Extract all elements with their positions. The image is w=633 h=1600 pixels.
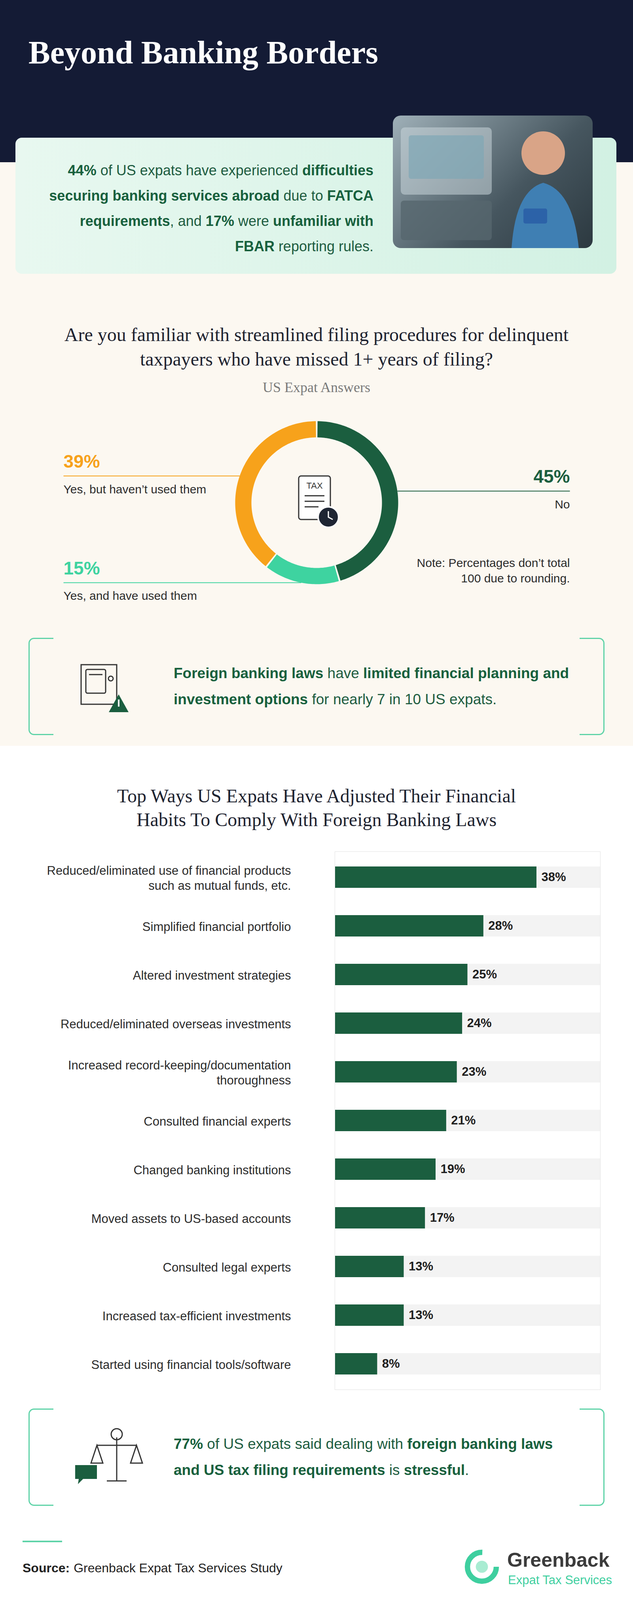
- svg-text:No: No: [554, 497, 570, 511]
- svg-text:Consulted financial experts: Consulted financial experts: [143, 1114, 291, 1129]
- svg-text:Started using financial tools/: Started using financial tools/software: [91, 1357, 292, 1372]
- html-text:Foreign banking laws have limi: Foreign banking laws have limited financ…: [173, 665, 569, 708]
- svg-text:21%: 21%: [451, 1113, 476, 1128]
- svg-text:39%: 39%: [63, 451, 101, 472]
- html-text:US Expat Answers: US Expat Answers: [262, 379, 371, 396]
- svg-text:Increased tax-efficient invest: Increased tax-efficient investments: [102, 1309, 292, 1323]
- svg-text:25%: 25%: [472, 967, 497, 982]
- svg-text:Altered investment strategies: Altered investment strategies: [132, 968, 292, 983]
- html-text:Greenback: Greenback: [507, 1548, 610, 1572]
- svg-text:24%: 24%: [467, 1015, 492, 1030]
- html-text:77% of US expats said dealing: 77% of US expats said dealing with forei…: [173, 1435, 553, 1479]
- svg-text:Reduced/eliminated use of fina: Reduced/eliminated use of financial prod…: [47, 863, 292, 893]
- svg-text:Simplified financial portfolio: Simplified financial portfolio: [142, 919, 292, 934]
- svg-text:28%: 28%: [488, 918, 513, 933]
- svg-text:19%: 19%: [440, 1161, 465, 1176]
- svg-text:Consulted legal experts: Consulted legal experts: [162, 1260, 292, 1275]
- html-text:Beyond Banking Borders: Beyond Banking Borders: [28, 34, 379, 71]
- svg-text:Increased record-keeping/docum: Increased record-keeping/documentationth…: [68, 1058, 292, 1088]
- svg-text:Yes, but haven’t used them: Yes, but haven’t used them: [63, 482, 207, 496]
- svg-text:8%: 8%: [382, 1356, 400, 1371]
- svg-text:45%: 45%: [533, 466, 570, 487]
- svg-text:Changed banking institutions: Changed banking institutions: [133, 1163, 291, 1177]
- html-text:Expat Tax Services: Expat Tax Services: [507, 1573, 613, 1587]
- svg-text:TAX: TAX: [306, 480, 323, 491]
- svg-text:Yes, and have used them: Yes, and have used them: [63, 589, 198, 603]
- html-text:44% of US expats have experien: 44% of US expats have experienced diffic…: [49, 162, 374, 255]
- svg-text:13%: 13%: [408, 1259, 434, 1274]
- svg-text:13%: 13%: [408, 1307, 434, 1322]
- svg-text:Note: Percentages don’t total1: Note: Percentages don’t total100 due to …: [416, 556, 571, 585]
- svg-text:15%: 15%: [63, 557, 101, 579]
- html-text:Source: Greenback Expat Tax Se: Source: Greenback Expat Tax Services Stu…: [22, 1560, 283, 1575]
- svg-text:Moved assets to US-based accou: Moved assets to US-based accounts: [91, 1211, 292, 1226]
- html-text:Are you familiar with streamli: Are you familiar with streamlined filing…: [64, 324, 569, 370]
- svg-text:17%: 17%: [430, 1210, 455, 1225]
- html-text:Top Ways US Expats Have Adjust: Top Ways US Expats Have Adjusted Their F…: [117, 785, 516, 831]
- svg-text:Reduced/eliminated overseas in: Reduced/eliminated overseas investments: [60, 1017, 291, 1031]
- svg-text:38%: 38%: [541, 869, 566, 884]
- svg-text:23%: 23%: [461, 1064, 487, 1079]
